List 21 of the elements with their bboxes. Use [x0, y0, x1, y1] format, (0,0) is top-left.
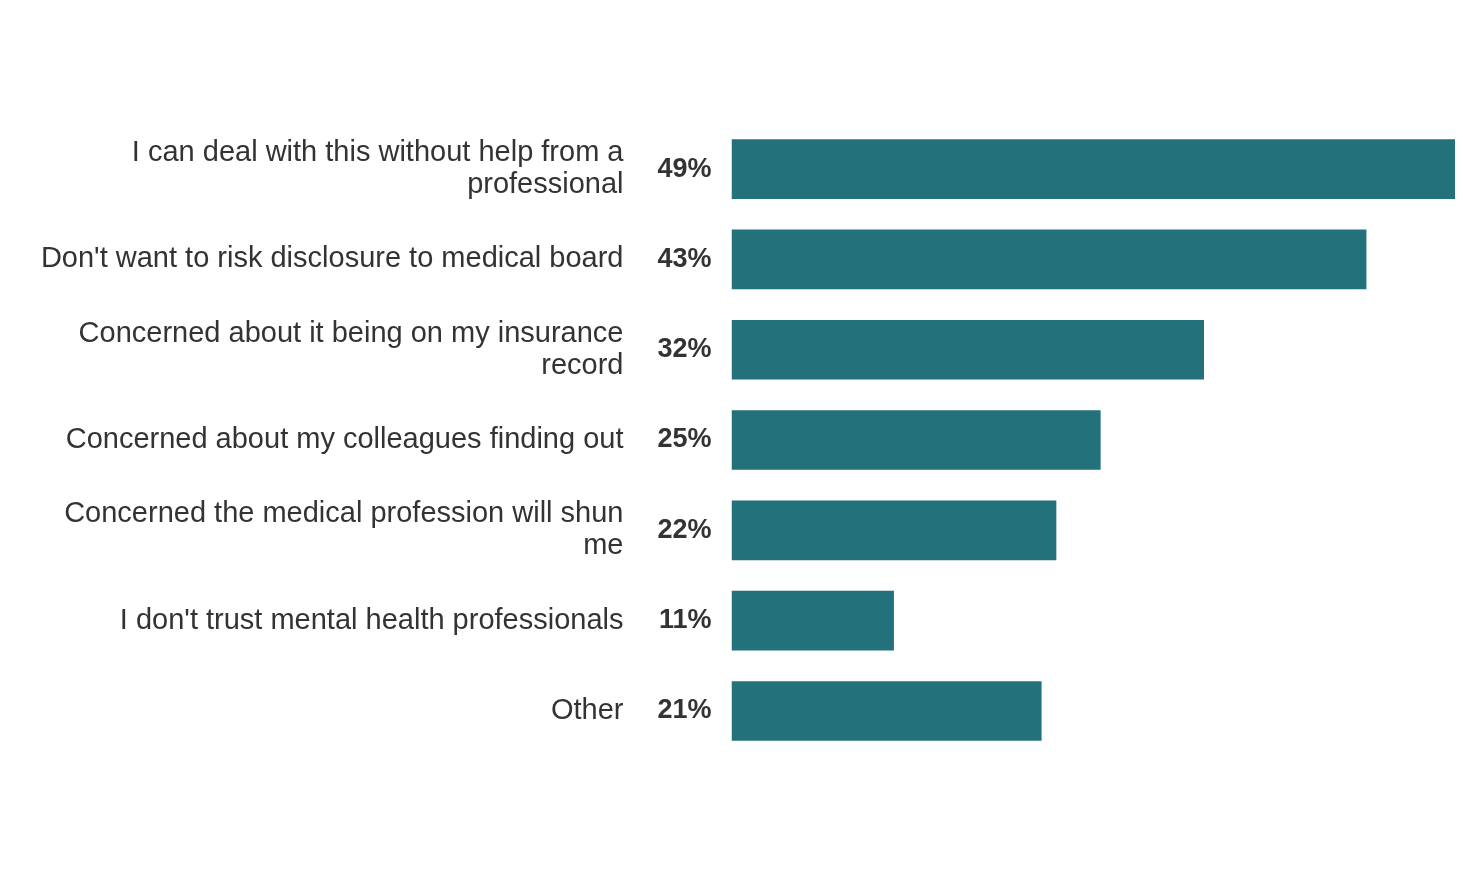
y-tick-label: Concerned the medical profession will shun me	[64, 496, 624, 561]
y-tick-label: I can deal with this without help from a professional	[131, 135, 625, 200]
data-label: 22%	[657, 513, 712, 544]
bar	[731, 139, 1455, 199]
bar	[731, 319, 1204, 380]
data-label: 43%	[657, 242, 712, 273]
bar	[731, 500, 1057, 561]
bar	[731, 229, 1367, 290]
data-label: 21%	[657, 694, 712, 725]
bar	[731, 681, 1042, 741]
data-label: 32%	[657, 333, 712, 364]
bar	[731, 590, 894, 651]
y-tick-label: Concerned about it being on my insurance record	[78, 315, 624, 380]
y-tick-label: I don't trust mental health professionals	[119, 602, 624, 635]
y-tick-label: Concerned about my colleagues finding out	[65, 422, 624, 455]
data-label: 49%	[657, 152, 712, 183]
data-label: 25%	[657, 423, 712, 454]
data-label: 11%	[658, 604, 712, 635]
bar	[731, 410, 1101, 470]
y-tick-label: Don't want to risk disclosure to medical board	[40, 241, 624, 274]
y-tick-label: Other	[550, 692, 624, 725]
